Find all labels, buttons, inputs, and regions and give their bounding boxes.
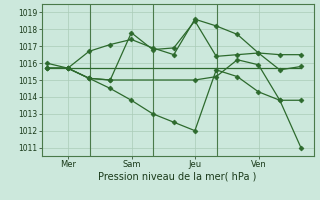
X-axis label: Pression niveau de la mer( hPa ): Pression niveau de la mer( hPa )	[99, 172, 257, 182]
